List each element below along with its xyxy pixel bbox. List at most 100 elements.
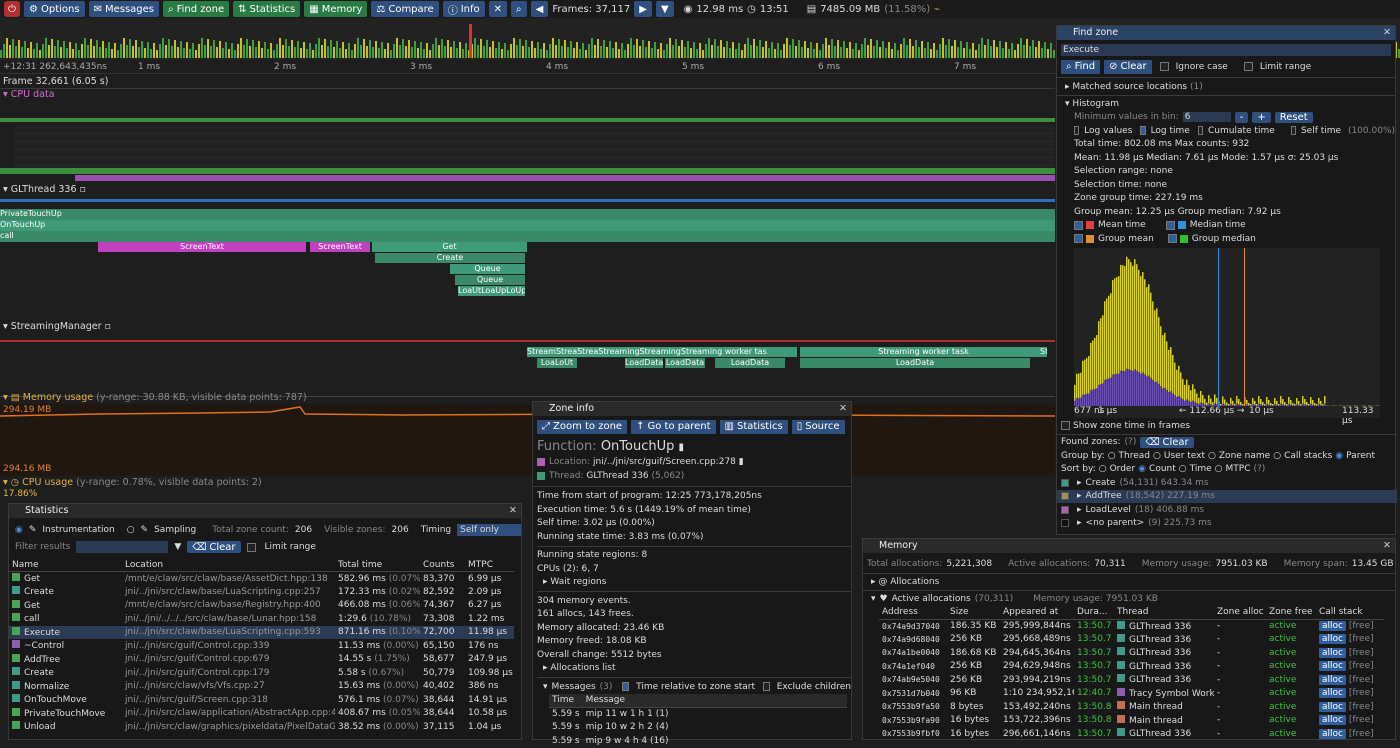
frame-bar[interactable] — [387, 43, 389, 58]
frame-bar[interactable] — [141, 41, 143, 58]
zone-load-lo[interactable]: LoaLoUt — [537, 358, 577, 368]
frame-bar[interactable] — [657, 49, 659, 58]
ignore-case-checkbox[interactable] — [1160, 62, 1169, 71]
frame-bar[interactable] — [672, 45, 674, 58]
frame-bar[interactable] — [165, 45, 167, 58]
frame-bar[interactable] — [966, 42, 968, 58]
frame-bar[interactable] — [66, 48, 68, 58]
frame-bar[interactable] — [873, 46, 875, 58]
radio-call-stacks[interactable]: ○ — [1273, 451, 1281, 461]
frame-bar[interactable] — [444, 46, 446, 58]
frame-bar[interactable] — [369, 40, 371, 58]
frame-bar[interactable] — [630, 38, 632, 58]
frame-bar[interactable] — [525, 40, 527, 58]
frame-bar[interactable] — [375, 41, 377, 58]
zone-get[interactable]: Get — [372, 242, 527, 252]
col-location[interactable]: Location — [122, 558, 335, 572]
frame-bar[interactable] — [279, 38, 281, 58]
frame-bar[interactable] — [300, 48, 302, 58]
frame-bar[interactable] — [852, 49, 854, 58]
frame-bar[interactable] — [822, 44, 824, 58]
frame-bar[interactable] — [693, 42, 695, 58]
table-row[interactable]: Get/mnt/e/claw/src/claw/base/Registry.hp… — [9, 599, 514, 613]
zone-info-title-bar[interactable]: Zone info✕ — [533, 402, 851, 416]
frame-bar[interactable] — [372, 47, 374, 58]
frame-bar[interactable] — [441, 39, 443, 58]
frame-bar[interactable] — [414, 41, 416, 58]
frame-bar[interactable] — [972, 43, 974, 58]
frame-bar[interactable] — [921, 41, 923, 58]
zone-loaddata-4[interactable]: LoadData — [800, 358, 1030, 368]
frame-bar[interactable] — [900, 44, 902, 58]
frame-bar[interactable] — [1011, 43, 1013, 58]
source-button[interactable]: ▯Source — [792, 420, 845, 434]
zone-load-upload[interactable]: LoaUtLoaUpLoUp — [458, 286, 525, 296]
frame-bar[interactable] — [438, 45, 440, 58]
frame-bar[interactable] — [606, 47, 608, 58]
frame-bar[interactable] — [63, 41, 65, 58]
frame-bar[interactable] — [804, 41, 806, 58]
frame-bar[interactable] — [285, 39, 287, 58]
frame-bar[interactable] — [207, 39, 209, 58]
zone-on-touch-up[interactable]: OnTouchUp — [0, 220, 1055, 231]
frame-bar[interactable] — [984, 45, 986, 58]
frame-bar[interactable] — [624, 50, 626, 58]
radio-user-text[interactable]: ○ — [1153, 451, 1161, 461]
radio-parent[interactable]: ◉ — [1335, 451, 1343, 461]
frame-bar[interactable] — [363, 39, 365, 58]
frame-bar[interactable] — [957, 47, 959, 58]
go-to-parent-button[interactable]: ↑Go to parent — [631, 420, 715, 434]
memory-button[interactable]: ▦Memory — [304, 1, 367, 17]
find-zone-button[interactable]: ⌕Find zone — [163, 1, 229, 17]
frame-bar[interactable] — [849, 42, 851, 58]
frame-bar[interactable] — [642, 40, 644, 58]
frame-bar[interactable] — [1044, 42, 1046, 58]
frame-bar[interactable] — [222, 48, 224, 58]
frame-bar[interactable] — [318, 38, 320, 58]
frame-bar[interactable] — [297, 41, 299, 58]
frame-bar[interactable] — [906, 45, 908, 58]
frame-bar[interactable] — [351, 50, 353, 58]
frame-bar[interactable] — [945, 45, 947, 58]
frame-bar[interactable] — [675, 39, 677, 58]
frame-bar[interactable] — [759, 40, 761, 58]
frame-bar[interactable] — [33, 49, 35, 58]
col-duration[interactable]: Dura... — [1074, 606, 1114, 620]
frame-bar[interactable] — [933, 43, 935, 58]
frame-bar[interactable] — [825, 38, 827, 58]
frame-bar[interactable] — [510, 44, 512, 58]
frame-bar[interactable] — [138, 47, 140, 58]
col-time[interactable]: Time — [549, 694, 583, 708]
frame-bar[interactable] — [1035, 47, 1037, 58]
frame-bar[interactable] — [801, 47, 803, 58]
frame-bar[interactable] — [711, 45, 713, 58]
free-button[interactable]: [free] — [1349, 729, 1374, 739]
frame-bar[interactable] — [450, 47, 452, 58]
memory-plot[interactable]: 294.19 MB 294.16 MB — [0, 404, 1055, 476]
frame-bar[interactable] — [408, 40, 410, 58]
frame-bar[interactable] — [420, 42, 422, 58]
frame-bar[interactable] — [846, 48, 848, 58]
close-icon[interactable]: ✕ — [1383, 26, 1391, 40]
zone-queue-2[interactable]: Queue — [455, 275, 525, 285]
frame-bar[interactable] — [201, 38, 203, 58]
frame-bar[interactable] — [234, 50, 236, 58]
tools-button[interactable]: ✕ — [489, 1, 507, 17]
frame-bar[interactable] — [768, 48, 770, 58]
frame-bar[interactable] — [855, 43, 857, 58]
col-address[interactable]: Address — [879, 606, 947, 620]
frame-bar[interactable] — [918, 47, 920, 58]
frame-menu-button[interactable]: ▼ — [656, 1, 674, 17]
col-zone-alloc[interactable]: Zone alloc — [1214, 606, 1266, 620]
frame-bar[interactable] — [405, 46, 407, 58]
frame-bar[interactable] — [924, 48, 926, 58]
timing-select[interactable]: Self only — [457, 524, 521, 536]
frame-bar[interactable] — [771, 42, 773, 58]
frame-bar[interactable] — [516, 45, 518, 58]
frame-bar[interactable] — [969, 49, 971, 58]
allocations-list-toggle[interactable]: ▸ Allocations list — [537, 662, 851, 676]
found-zone-item[interactable]: ▸AddTree(18,542) 227.19 ms — [1057, 490, 1397, 504]
frame-bar[interactable] — [78, 50, 80, 58]
